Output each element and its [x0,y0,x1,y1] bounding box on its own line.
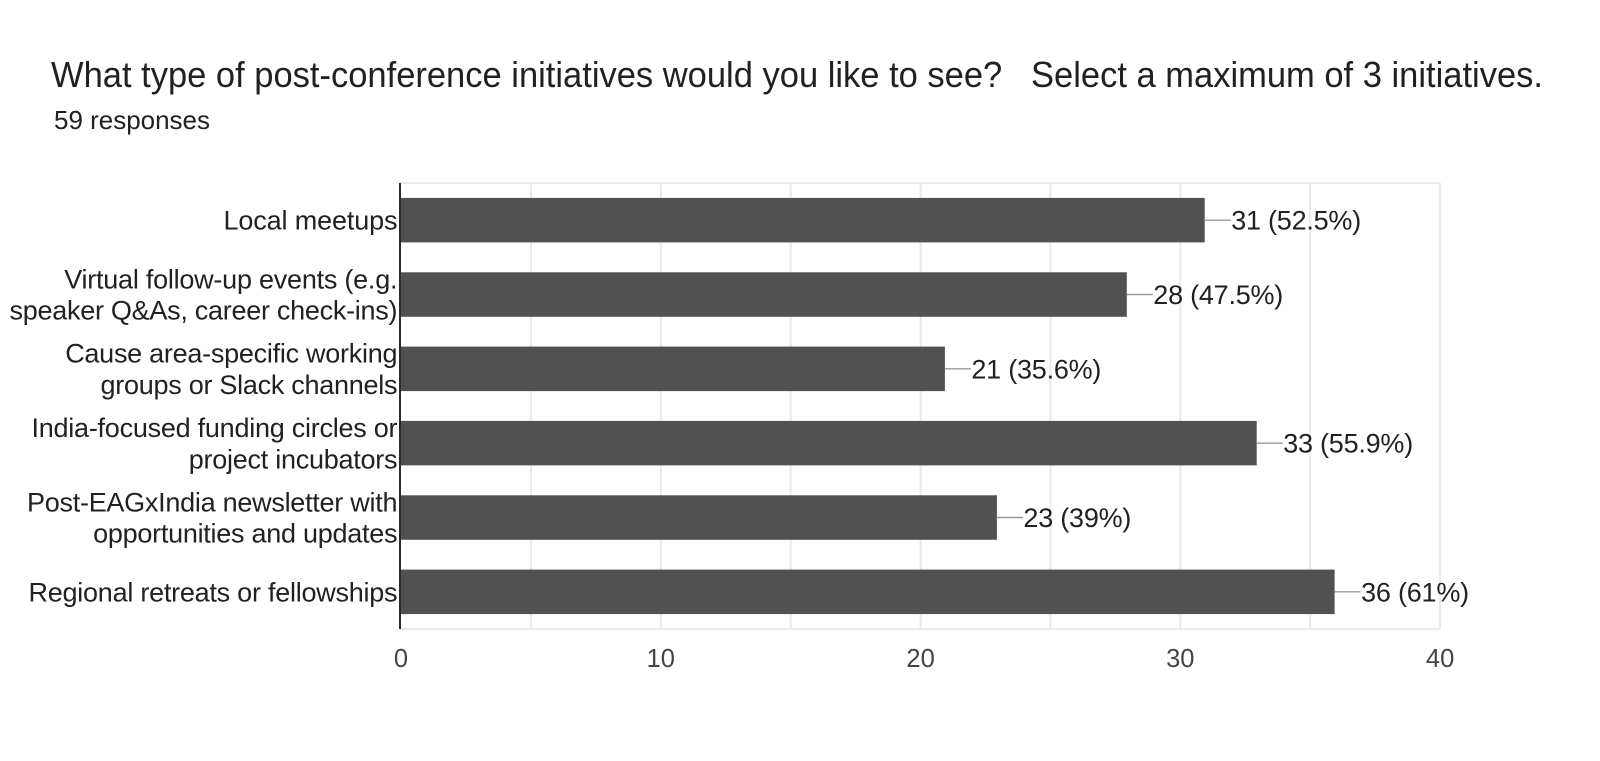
svg-text:40: 40 [1426,645,1454,673]
svg-text:30: 30 [1166,645,1194,673]
svg-text:23 (39%): 23 (39%) [1023,503,1131,533]
svg-text:31 (52.5%): 31 (52.5%) [1231,206,1361,236]
svg-text:Cause area-specific working: Cause area-specific working [65,339,397,369]
svg-text:36 (61%): 36 (61%) [1361,577,1469,607]
svg-text:28 (47.5%): 28 (47.5%) [1153,280,1283,310]
svg-text:Post-EAGxIndia newsletter with: Post-EAGxIndia newsletter with [27,487,398,517]
svg-text:33 (55.9%): 33 (55.9%) [1283,429,1413,459]
svg-text:speaker Q&As, career check-ins: speaker Q&As, career check-ins) [10,296,398,326]
svg-text:opportunities and updates: opportunities and updates [93,519,397,549]
svg-text:project incubators: project incubators [189,444,398,474]
svg-text:India-focused funding circles: India-focused funding circles or [32,413,398,443]
svg-text:20: 20 [906,645,934,673]
svg-text:What type of post-conference i: What type of post-conference initiatives… [51,54,1543,95]
svg-text:10: 10 [647,645,675,673]
svg-text:21 (35.6%): 21 (35.6%) [971,354,1101,384]
svg-text:0: 0 [394,645,408,673]
svg-text:Virtual follow-up events (e.g.: Virtual follow-up events (e.g. [64,264,397,294]
svg-text:59 responses: 59 responses [54,105,210,135]
svg-text:groups or Slack channels: groups or Slack channels [101,370,398,400]
svg-text:Local meetups: Local meetups [224,206,398,236]
svg-text:Regional retreats or fellowshi: Regional retreats or fellowships [29,577,398,607]
